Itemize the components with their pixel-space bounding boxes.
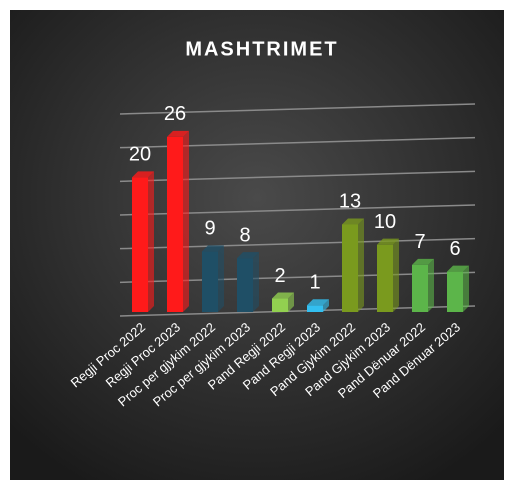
bar-top — [447, 265, 469, 272]
bar — [377, 244, 393, 312]
bar-top — [202, 245, 224, 252]
bar — [237, 258, 253, 312]
bar — [167, 136, 183, 312]
bar-top — [132, 171, 154, 178]
bar — [272, 298, 288, 312]
data-label: 6 — [449, 238, 460, 260]
bar-top — [167, 130, 189, 137]
bar — [132, 177, 148, 312]
bar-top — [272, 292, 294, 299]
bar-side — [148, 171, 154, 312]
bar — [412, 264, 428, 312]
bar — [307, 305, 323, 312]
bar-side — [358, 218, 364, 312]
bar — [202, 251, 218, 312]
bar-side — [288, 292, 294, 312]
data-label: 13 — [339, 191, 361, 213]
data-label: 26 — [164, 103, 186, 125]
data-label: 2 — [274, 265, 285, 287]
chart-title: MASHTRIMET — [185, 38, 338, 60]
bar-top — [342, 218, 364, 225]
bar-side — [393, 238, 399, 312]
data-label: 20 — [129, 144, 151, 166]
bar-side — [218, 245, 224, 312]
data-label: 1 — [309, 272, 320, 294]
bar-top — [412, 258, 434, 265]
bar — [342, 224, 358, 312]
bar-side — [463, 265, 469, 312]
bar — [447, 271, 463, 312]
bar-side — [183, 130, 189, 312]
data-label: 8 — [239, 224, 250, 246]
data-label: 10 — [374, 211, 396, 233]
data-label: 9 — [204, 218, 215, 240]
bar-side — [253, 252, 259, 312]
bar-top — [307, 299, 329, 306]
bar-top — [377, 238, 399, 245]
bar-side — [428, 258, 434, 312]
data-label: 7 — [414, 231, 425, 253]
bar-top — [237, 252, 259, 259]
grid-line — [119, 103, 476, 115]
bar-side — [323, 299, 329, 312]
